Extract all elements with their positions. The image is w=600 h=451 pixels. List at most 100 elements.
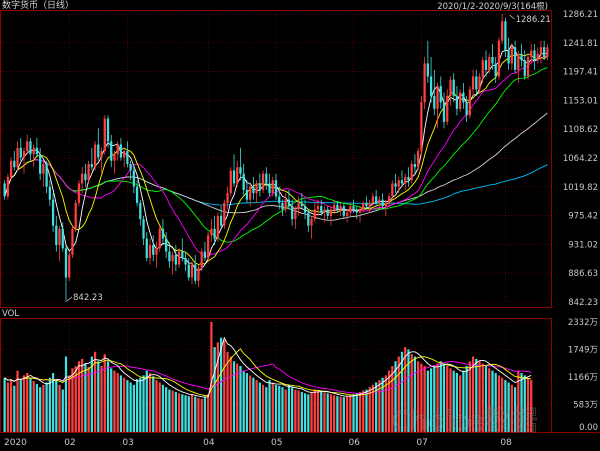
candle-body xyxy=(523,60,526,77)
candle-body xyxy=(546,47,549,57)
candle-body xyxy=(459,92,462,109)
volume-bar xyxy=(497,375,501,432)
candle-body xyxy=(174,254,177,265)
candle-body xyxy=(291,206,294,220)
volume-bar xyxy=(210,322,213,432)
volume-moving-averages xyxy=(4,336,532,398)
volume-bar xyxy=(381,377,384,432)
candle-body xyxy=(9,160,13,177)
candle-body xyxy=(371,196,375,203)
volume-bar xyxy=(526,377,530,432)
candle-body xyxy=(177,251,181,265)
volume-bar xyxy=(307,394,310,432)
volume-bar xyxy=(323,392,326,432)
volume-bar xyxy=(32,381,35,432)
candle-body xyxy=(417,151,420,168)
time-tick-label: 05 xyxy=(271,438,282,448)
candle-body xyxy=(197,267,200,281)
candle-body xyxy=(100,151,103,158)
candle-body xyxy=(249,186,252,200)
volume-bar xyxy=(397,356,400,432)
volume-bar xyxy=(13,385,16,432)
date-range-label: 2020/1/2-2020/9/3(164根) xyxy=(437,1,548,12)
candle-body xyxy=(232,170,236,184)
candle-body xyxy=(530,50,533,57)
volume-bar xyxy=(81,358,84,432)
candle-body xyxy=(245,189,249,200)
volume-bar xyxy=(152,376,155,432)
volume-bar xyxy=(271,382,274,432)
candle-body xyxy=(358,209,362,213)
candle-body xyxy=(465,102,468,116)
candle-body xyxy=(87,163,90,181)
volume-bar xyxy=(433,365,436,432)
candle-body xyxy=(281,202,284,210)
candle-body xyxy=(203,251,207,259)
volume-bar xyxy=(145,370,148,432)
volume-bar xyxy=(294,389,297,432)
price-tick-label: 931.02 xyxy=(568,240,598,250)
candle-body xyxy=(106,118,110,142)
volume-bar xyxy=(278,385,281,432)
candle-body xyxy=(116,144,119,155)
annotation-arrow xyxy=(66,296,73,302)
candle-body xyxy=(123,151,126,158)
volume-bar xyxy=(420,363,423,432)
volume-bar xyxy=(488,368,491,432)
volume-bar xyxy=(55,380,58,432)
candle-body xyxy=(491,56,494,64)
volume-bar xyxy=(207,394,210,432)
candle-body xyxy=(536,53,539,61)
volume-bar xyxy=(22,375,26,432)
candle-body xyxy=(400,180,404,184)
candle-body xyxy=(168,251,171,262)
volume-bar xyxy=(484,365,488,432)
volume-bar xyxy=(100,365,103,432)
volume-bar xyxy=(507,382,510,432)
volume-bar xyxy=(93,351,97,432)
volume-tick-label: 0.00 xyxy=(579,423,598,433)
volume-bar xyxy=(29,377,32,432)
volume-bar xyxy=(471,356,475,432)
vol-ma10-line xyxy=(4,348,532,397)
volume-bar xyxy=(517,370,520,432)
volume-bar xyxy=(113,370,116,432)
volume-bar xyxy=(174,391,177,432)
volume-bar xyxy=(355,393,358,432)
watermark-logo: Choice数据 xyxy=(392,406,538,438)
candle-body xyxy=(26,141,29,152)
annotation-label: 842.23 xyxy=(73,293,103,303)
candle-body xyxy=(13,160,16,168)
candle-body xyxy=(504,21,507,51)
volume-bar xyxy=(320,391,323,432)
candle-body xyxy=(326,209,329,216)
volume-bar xyxy=(352,394,355,432)
candle-body xyxy=(181,251,184,259)
candle-body xyxy=(71,228,74,255)
candle-body xyxy=(165,238,168,252)
candle-body xyxy=(84,173,87,181)
volume-bar xyxy=(345,396,349,432)
volume-bar xyxy=(423,365,426,432)
candle-body xyxy=(58,228,61,246)
candle-body xyxy=(271,180,274,194)
volume-bar xyxy=(336,396,339,432)
candle-body xyxy=(475,76,478,90)
volume-bar xyxy=(139,377,142,432)
candle-body xyxy=(517,53,520,70)
volume-bar xyxy=(501,377,504,432)
volume-bar xyxy=(74,365,77,432)
candle-body xyxy=(384,202,387,207)
volume-bar xyxy=(300,391,303,432)
candle-body xyxy=(110,141,113,161)
candle-body xyxy=(352,206,355,210)
candle-body xyxy=(274,180,278,197)
volume-bar xyxy=(155,380,158,432)
volume-bar xyxy=(9,379,13,432)
candle-body xyxy=(152,245,155,255)
volume-bar xyxy=(129,382,132,432)
candle-body xyxy=(77,183,81,203)
volume-bar xyxy=(236,363,239,432)
volume-bar xyxy=(491,370,494,432)
